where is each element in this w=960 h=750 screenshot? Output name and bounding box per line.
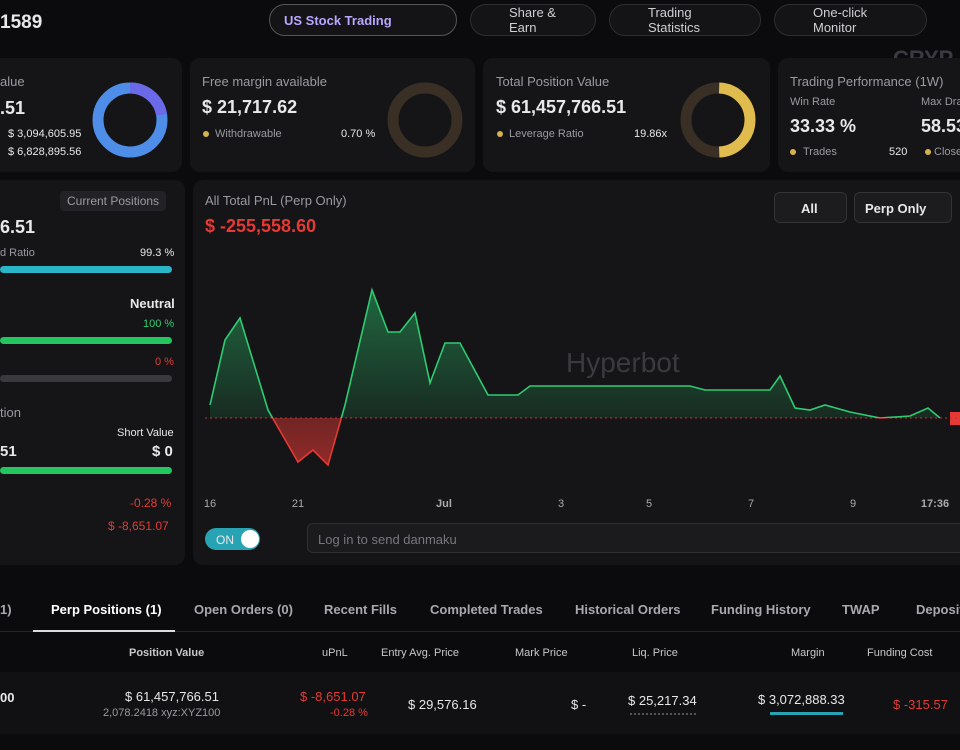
card-title: Trading Performance (1W): [790, 74, 944, 89]
cell: $ 29,576.16: [408, 697, 477, 712]
label: -0.28 %: [130, 496, 172, 510]
tab[interactable]: Completed Trades: [430, 602, 543, 617]
cell: $ 3,072,888.33: [758, 692, 845, 707]
card-stat: 520: [889, 146, 908, 158]
us-stock-button[interactable]: US Stock Trading: [269, 4, 457, 36]
card-row: $ 6,828,895.56: [8, 146, 82, 158]
tab[interactable]: Open Orders (0): [194, 602, 293, 617]
tab[interactable]: Recent Fills: [324, 602, 397, 617]
cell: $ 25,217.34: [628, 693, 697, 708]
bullet: [497, 131, 503, 137]
left-panel: [0, 180, 185, 565]
column-header: Margin: [791, 647, 825, 659]
card-label: Max Dra: [921, 96, 960, 108]
label: d Ratio: [0, 247, 35, 259]
value: 51: [0, 443, 17, 460]
tab[interactable]: Funding History: [711, 602, 811, 617]
tab[interactable]: Historical Orders: [575, 602, 681, 617]
tag: Current Positions: [60, 191, 167, 211]
column-header: Funding Cost: [867, 647, 933, 659]
cell: $ 61,457,766.51: [125, 689, 219, 704]
range-filter[interactable]: All: [774, 192, 847, 223]
column-header: Liq. Price: [632, 647, 678, 659]
card-label: Withdrawable: [215, 128, 282, 140]
card-stat: 0.70 %: [341, 128, 376, 140]
panel-value: 6.51: [0, 217, 36, 237]
tab[interactable]: TWAP: [842, 602, 880, 617]
bullet: [925, 149, 931, 155]
label: tion: [0, 405, 21, 420]
cell: 00: [0, 690, 15, 705]
ratio-bar: [0, 266, 172, 273]
card-title: alue: [0, 74, 25, 89]
bullet: [790, 149, 796, 155]
cell: $ -8,651.07: [300, 689, 366, 704]
tab[interactable]: Deposit: [916, 602, 960, 617]
danmaku-input[interactable]: Log in to send danmaku: [307, 523, 960, 553]
short-bar: [0, 375, 172, 382]
value: $ 0: [152, 443, 173, 460]
card-value: $ 61,457,766.51: [496, 97, 627, 117]
card-stat: 19.86x: [634, 128, 668, 140]
card-title: Total Position Value: [496, 74, 610, 89]
card-value: 58.53: [921, 116, 960, 136]
chart-title: All Total PnL (Perp Only): [205, 193, 347, 208]
type-filter[interactable]: Perp Only: [854, 192, 952, 223]
label: 100 %: [143, 318, 175, 330]
card-label: Leverage Ratio: [509, 128, 584, 140]
tab[interactable]: Perp Positions (1): [51, 602, 162, 617]
table-row: [0, 672, 960, 734]
column-header: Mark Price: [515, 647, 568, 659]
cell: $ -: [571, 697, 587, 712]
share-button[interactable]: Share & Earn: [470, 4, 596, 36]
card-row: $ 3,094,605.95: [8, 128, 82, 140]
stats-button[interactable]: Trading Statistics: [609, 4, 761, 36]
card-value: $ 21,717.62: [202, 97, 298, 117]
account-id: 1589: [0, 12, 43, 33]
active-tab: [33, 630, 175, 632]
cell: $ -315.57: [893, 697, 948, 712]
card-value: .51: [0, 98, 26, 118]
toggle-knob: [241, 530, 259, 548]
cell: 2,078.2418 xyz:XYZ100: [103, 707, 221, 719]
label: Short Value: [117, 427, 174, 439]
monitor-button[interactable]: One-click Monitor: [774, 4, 927, 36]
tab[interactable]: 1): [0, 602, 12, 617]
label: 0 %: [155, 356, 174, 368]
card-value: 33.33 %: [790, 116, 857, 136]
card-title: Free margin available: [202, 74, 328, 89]
column-header: Entry Avg. Price: [381, 647, 460, 659]
card-label: Win Rate: [790, 96, 836, 108]
card-label: Trades: [803, 146, 837, 158]
margin-bar: [770, 712, 843, 715]
bullet: [203, 131, 209, 137]
divider: [0, 631, 960, 632]
label: 99.3 %: [140, 247, 175, 259]
column-header: Position Value: [129, 647, 205, 659]
label: $ -8,651.07: [108, 519, 169, 533]
watermark: Hyperbot: [566, 347, 680, 378]
cell: -0.28 %: [330, 707, 368, 719]
card-label: Close: [934, 146, 960, 158]
bias: Neutral: [130, 296, 175, 311]
liq-gauge: [630, 713, 696, 717]
long-bar: [0, 337, 172, 344]
value-bar: [0, 467, 172, 474]
chart-subtitle: $ -255,558.60: [205, 216, 317, 236]
column-header: uPnL: [322, 647, 348, 659]
